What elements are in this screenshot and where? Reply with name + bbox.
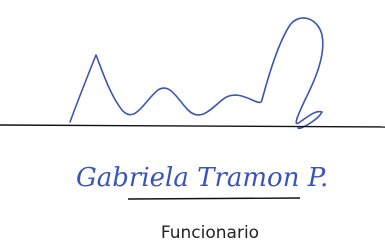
role-label: Funcionario <box>161 223 259 243</box>
signature-block: Gabriela Tramon P. Funcionario <box>0 0 385 248</box>
page: Gabriela Tramon P. Funcionario (() => { … <box>0 0 385 248</box>
signature-line <box>0 125 385 127</box>
name-underline <box>128 198 300 199</box>
handwritten-name: Gabriela Tramon P. <box>76 163 328 193</box>
signature-scribble <box>70 18 323 128</box>
